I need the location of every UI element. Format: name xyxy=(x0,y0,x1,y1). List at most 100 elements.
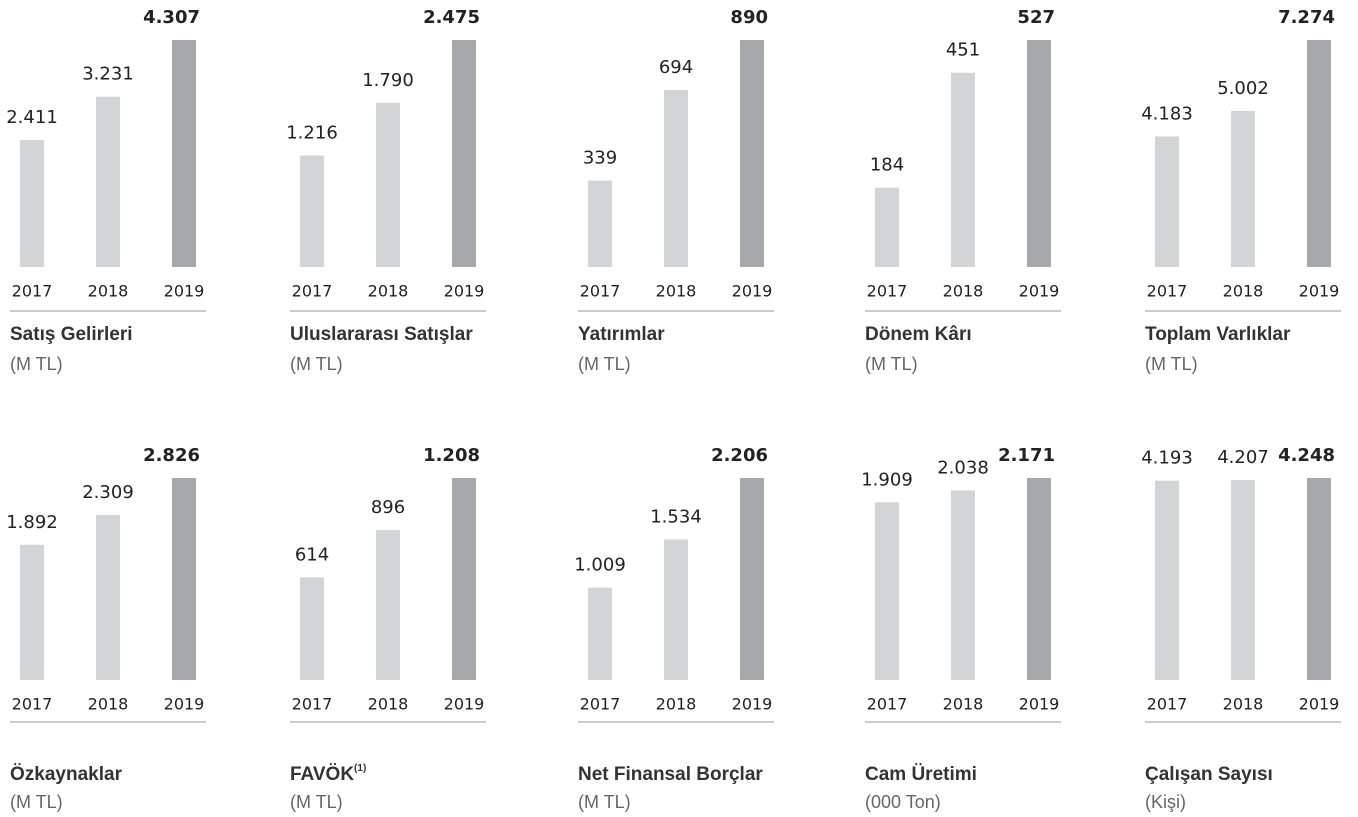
bar xyxy=(300,155,324,267)
x-tick-label: 2018 xyxy=(656,695,697,714)
x-tick-label: 2018 xyxy=(88,695,129,714)
bar xyxy=(588,587,612,680)
x-tick-label: 2019 xyxy=(1299,282,1340,301)
value-label: 2.411 xyxy=(6,107,58,128)
x-tick-label: 2019 xyxy=(1019,282,1060,301)
bar xyxy=(740,40,764,267)
x-tick-label: 2019 xyxy=(444,695,485,714)
value-label: 890 xyxy=(730,7,768,28)
x-tick-label: 2018 xyxy=(943,695,984,714)
chart: 4.183 2017 5.002 2018 7.274 2019 Toplam Varlık… xyxy=(1141,7,1341,374)
value-label: 2.826 xyxy=(143,445,200,466)
value-label: 3.231 xyxy=(82,64,134,85)
bar xyxy=(452,40,476,267)
value-label: 1.534 xyxy=(650,507,702,528)
x-tick-label: 2017 xyxy=(580,695,621,714)
x-tick-label: 2017 xyxy=(867,695,908,714)
x-tick-label: 2018 xyxy=(656,282,697,301)
bar xyxy=(588,180,612,267)
value-label: 7.274 xyxy=(1278,7,1335,28)
title-text: Yatırımlar xyxy=(578,324,665,345)
value-label: 451 xyxy=(946,40,980,61)
chart: 614 2017 896 2018 1.208 2019 FAVÖK(1) (M TL) xyxy=(290,445,486,812)
chart: 184 2017 451 2018 527 2019 Dönem Kârı (M TL) xyxy=(865,7,1061,374)
chart: 1.909 2017 2.038 2018 2.171 2019 Cam Üretimi (0… xyxy=(861,445,1061,812)
chart-title: Cam Üretimi xyxy=(865,764,977,785)
value-label: 1.208 xyxy=(423,445,480,466)
chart-subtitle: (000 Ton) xyxy=(865,792,941,812)
value-label: 1.909 xyxy=(861,469,913,490)
value-label: 4.193 xyxy=(1141,448,1193,469)
x-tick-label: 2018 xyxy=(1223,282,1264,301)
x-tick-label: 2017 xyxy=(12,282,53,301)
bar xyxy=(875,187,899,267)
x-tick-label: 2017 xyxy=(1147,695,1188,714)
bar xyxy=(1307,40,1331,267)
value-label: 2.206 xyxy=(711,445,768,466)
title-text: Cam Üretimi xyxy=(865,764,977,785)
title-text: FAVÖK xyxy=(290,764,354,785)
value-label: 2.475 xyxy=(423,7,480,28)
title-text: Satış Gelirleri xyxy=(10,324,133,345)
chart-title: Çalışan Sayısı xyxy=(1145,764,1273,785)
x-tick-label: 2018 xyxy=(368,282,409,301)
bar xyxy=(664,89,688,267)
value-label: 694 xyxy=(659,57,693,78)
x-tick-label: 2018 xyxy=(1223,695,1264,714)
x-tick-label: 2017 xyxy=(292,695,333,714)
value-label: 2.171 xyxy=(998,445,1055,466)
value-label: 184 xyxy=(870,155,904,176)
title-text: Uluslararası Satışlar xyxy=(290,324,473,345)
value-label: 614 xyxy=(295,544,329,565)
bar xyxy=(172,40,196,267)
chart-title: Yatırımlar xyxy=(578,324,665,345)
title-text: Dönem Kârı xyxy=(865,324,972,345)
chart-subtitle: (Kişi) xyxy=(1145,792,1186,812)
chart-title: Net Finansal Borçlar xyxy=(578,764,763,785)
value-label: 4.183 xyxy=(1141,103,1193,124)
value-label: 1.216 xyxy=(286,122,338,143)
bar xyxy=(1155,480,1179,680)
x-tick-label: 2019 xyxy=(444,282,485,301)
value-label: 1.892 xyxy=(6,512,58,533)
title-text: Çalışan Sayısı xyxy=(1145,764,1273,785)
chart-title: Özkaynaklar xyxy=(10,764,123,785)
bar xyxy=(1155,136,1179,267)
x-tick-label: 2019 xyxy=(732,695,773,714)
value-label: 2.309 xyxy=(82,482,134,503)
bar xyxy=(376,530,400,680)
bar xyxy=(1231,479,1255,680)
x-tick-label: 2019 xyxy=(1299,695,1340,714)
chart-subtitle: (M TL) xyxy=(578,792,631,812)
chart-title: Satış Gelirleri xyxy=(10,324,133,345)
chart: 1.009 2017 1.534 2018 2.206 2019 Net Finansal … xyxy=(574,445,774,812)
bar xyxy=(875,502,899,680)
bar xyxy=(951,490,975,680)
value-label: 2.038 xyxy=(937,457,989,478)
x-tick-label: 2017 xyxy=(292,282,333,301)
chart-title: Uluslararası Satışlar xyxy=(290,324,473,345)
title-text: Net Finansal Borçlar xyxy=(578,764,763,785)
bar xyxy=(664,539,688,680)
chart: 2.411 2017 3.231 2018 4.307 2019 Satış Gelirle… xyxy=(6,7,206,374)
value-label: 4.307 xyxy=(143,7,200,28)
bar xyxy=(1027,478,1051,680)
title-text: Özkaynaklar xyxy=(10,764,123,785)
bar xyxy=(452,478,476,680)
title-note: (1) xyxy=(354,763,366,774)
chart-subtitle: (M TL) xyxy=(290,792,343,812)
x-tick-label: 2019 xyxy=(1019,695,1060,714)
chart: 339 2017 694 2018 890 2019 Yatırımlar (M TL) xyxy=(578,7,774,374)
chart: 1.216 2017 1.790 2018 2.475 2019 Uluslararası … xyxy=(286,7,486,374)
bar xyxy=(20,544,44,680)
chart-subtitle: (M TL) xyxy=(578,354,631,374)
x-tick-label: 2018 xyxy=(943,282,984,301)
x-tick-label: 2017 xyxy=(867,282,908,301)
x-tick-label: 2017 xyxy=(12,695,53,714)
value-label: 4.207 xyxy=(1217,447,1269,468)
chart: 4.193 2017 4.207 2018 4.248 2019 Çalışan Sayıs… xyxy=(1141,445,1341,812)
value-label: 896 xyxy=(371,497,405,518)
value-label: 1.009 xyxy=(574,555,626,576)
chart-subtitle: (M TL) xyxy=(10,354,63,374)
